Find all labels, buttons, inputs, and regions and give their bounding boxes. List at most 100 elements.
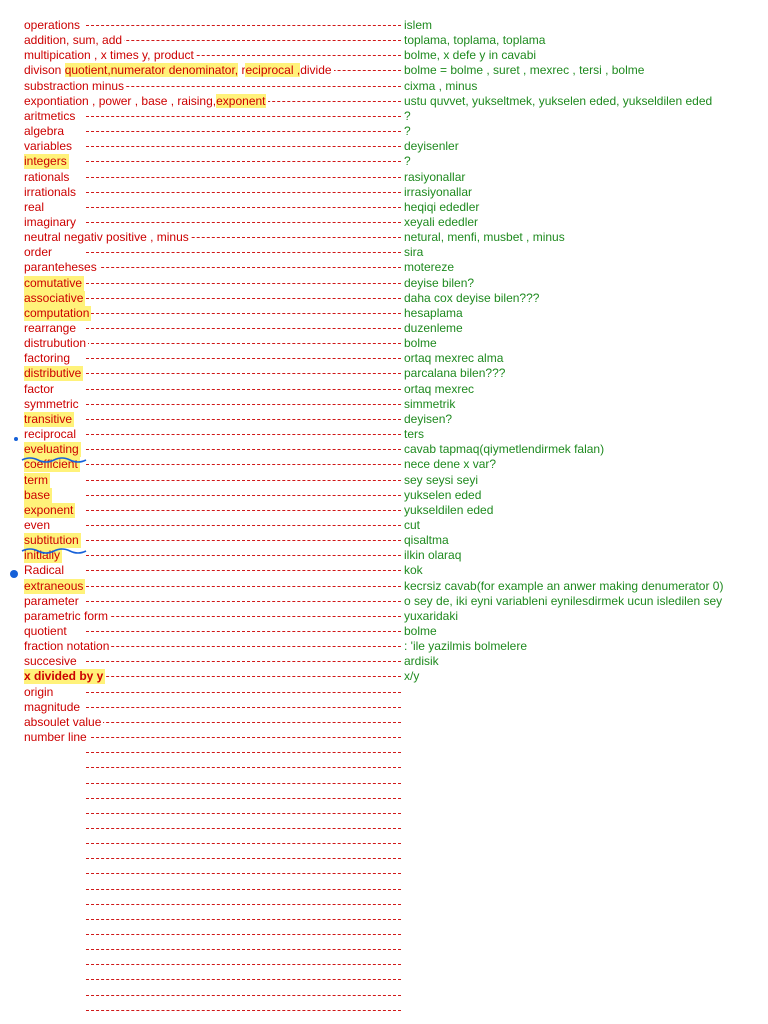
vocab-row: factor ortaq mexrec — [0, 381, 768, 397]
dashed-rule — [86, 267, 401, 269]
dashed-rule — [86, 343, 401, 345]
vocab-row — [0, 791, 768, 806]
pen-underline-subtitution — [21, 548, 87, 554]
pen-dot-reciprocal — [14, 437, 18, 441]
dashed-rule — [86, 555, 401, 557]
dashed-rule — [86, 237, 401, 239]
vocab-row: absoulet value — [0, 714, 768, 730]
term-text: algebra — [24, 124, 67, 140]
vocab-row — [0, 882, 768, 897]
vocab-row: extraneous kecrsiz cavab(for example an a… — [0, 578, 768, 594]
dashed-rule — [86, 827, 401, 829]
term-text: eveluating — [24, 442, 81, 458]
term-text: x divided by y — [24, 669, 106, 685]
term-text: origin — [24, 684, 56, 700]
dashed-rule — [86, 206, 401, 208]
dashed-rule — [86, 40, 401, 42]
dashed-rule — [86, 373, 401, 375]
term-text: aritmetics — [24, 108, 78, 124]
vocab-row — [0, 942, 768, 957]
dashed-rule — [86, 631, 401, 632]
vocab-row: distributive parcalana bilen??? — [0, 366, 768, 382]
term-text: addition, sum, add — [24, 33, 125, 49]
vocab-row: symmetric simmetrik — [0, 396, 768, 412]
term-text: number line — [24, 730, 89, 746]
definition-text: cut — [404, 517, 421, 533]
dashed-rule — [86, 570, 401, 572]
vocab-row: rearrange duzenleme — [0, 321, 768, 336]
dashed-rule — [86, 646, 401, 648]
term-text: transitive — [24, 411, 75, 427]
dashed-rule — [86, 767, 401, 769]
definition-text: bolme, x defe y in cavabi — [404, 48, 537, 64]
vocab-row — [0, 972, 768, 987]
term-text: variables — [24, 139, 75, 155]
dashed-rule — [86, 797, 401, 799]
vocab-row: substraction minus cixma , minus — [0, 78, 768, 94]
term-text: rationals — [24, 169, 72, 185]
term-text: parametric form — [24, 608, 111, 624]
vocab-row — [0, 760, 768, 775]
vocab-row — [0, 745, 768, 760]
vocab-row: computation hesaplama — [0, 305, 768, 321]
dashed-rule — [86, 903, 401, 905]
term-text: absoulet value — [24, 714, 104, 730]
term-text: rearrange — [24, 321, 79, 336]
dashed-rule — [86, 752, 401, 754]
dashed-rule — [86, 676, 401, 678]
vocab-row: expontiation , power , base , raising,ex… — [0, 93, 768, 109]
term-text: factoring — [24, 351, 73, 367]
vocab-row: real heqiqi ededler — [0, 199, 768, 215]
dashed-rule — [86, 85, 401, 87]
vocab-row: transitive deyisen? — [0, 411, 768, 427]
vocab-row — [0, 821, 768, 836]
vocab-row: factoring ortaq mexrec alma — [0, 351, 768, 367]
dashed-rule — [86, 964, 401, 966]
definition-text: ardisik — [404, 654, 439, 670]
vocab-row — [0, 1003, 768, 1018]
definition-text: bolme — [404, 624, 437, 639]
vocab-row: reciprocal ters — [0, 427, 768, 443]
vocab-row — [0, 897, 768, 912]
term-segment: divide — [300, 63, 332, 78]
vocab-row: integers ? — [0, 154, 768, 170]
dashed-rule — [86, 1009, 401, 1011]
dashed-rule — [86, 146, 401, 148]
vocab-row: origin — [0, 684, 768, 700]
dashed-rule — [86, 782, 401, 784]
definition-text: ? — [404, 108, 411, 124]
term-text: neutral negativ positive , minus — [24, 230, 191, 246]
dashed-rule — [86, 873, 401, 875]
dashed-rule — [86, 934, 401, 935]
definition-text: yuxaridaki — [404, 608, 459, 624]
definition-text: ortaq mexrec — [404, 381, 475, 397]
definition-text: daha cox deyise bilen??? — [404, 290, 540, 306]
dashed-rule — [86, 994, 401, 996]
definition-text: bolme — [404, 336, 437, 352]
dashed-rule — [86, 358, 401, 360]
dashed-rule — [86, 25, 401, 26]
term-text: integers — [24, 154, 69, 170]
vocab-row: variables deyisenler — [0, 139, 768, 155]
vocab-row: magnitude — [0, 699, 768, 715]
dashed-rule — [86, 479, 401, 481]
vocab-row: succesive ardisik — [0, 654, 768, 670]
definition-text: sira — [404, 245, 424, 261]
definition-text: hesaplama — [404, 305, 463, 321]
term-text: order — [24, 245, 55, 261]
dashed-rule — [86, 161, 401, 163]
dashed-rule — [86, 282, 401, 284]
term-text: expontiation , power , base , raising,ex… — [24, 93, 268, 109]
term-text: operations — [24, 18, 83, 33]
vocab-row — [0, 927, 768, 942]
term-text: associative — [24, 290, 86, 306]
term-text: extraneous — [24, 578, 86, 594]
dashed-rule — [86, 918, 401, 920]
vocab-row: fraction notation : 'ile yazilmis bolmel… — [0, 639, 768, 655]
vocab-row: eveluating cavab tapmaq(qiymetlendirmek f… — [0, 442, 768, 458]
term-text: real — [24, 199, 47, 215]
definition-text: deyise bilen? — [404, 275, 475, 291]
vocab-row: parameter o sey de, iki eyni variableni e… — [0, 593, 768, 609]
pen-dot-radical — [10, 570, 18, 578]
